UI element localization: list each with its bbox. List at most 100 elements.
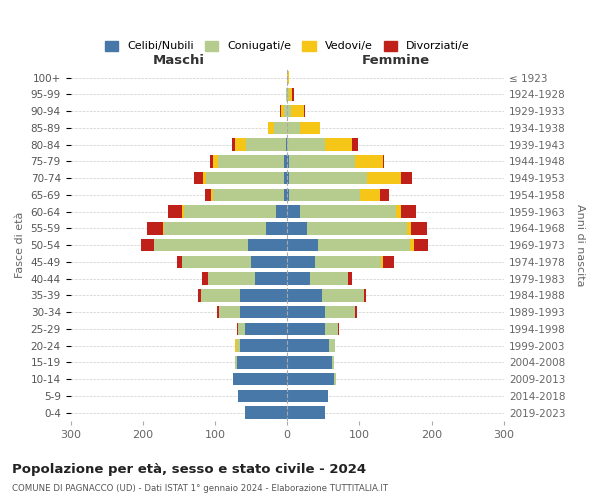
Bar <box>235 356 236 368</box>
Bar <box>289 188 360 201</box>
Bar <box>287 138 325 151</box>
Bar <box>287 340 329 352</box>
Bar <box>291 105 304 118</box>
Bar <box>310 272 348 285</box>
Bar <box>240 289 287 302</box>
Bar <box>289 88 292 101</box>
Legend: Celibi/Nubili, Coniugati/e, Vedovi/e, Divorziati/e: Celibi/Nubili, Coniugati/e, Vedovi/e, Di… <box>101 36 474 56</box>
Bar <box>245 322 287 335</box>
Bar <box>284 188 287 201</box>
Text: COMUNE DI PAGNACCO (UD) - Dati ISTAT 1° gennaio 2024 - Elaborazione TUTTITALIA.I: COMUNE DI PAGNACCO (UD) - Dati ISTAT 1° … <box>12 484 388 493</box>
Bar <box>206 172 284 184</box>
Bar <box>236 340 240 352</box>
Bar <box>300 206 395 218</box>
Text: Maschi: Maschi <box>153 54 205 67</box>
Bar <box>332 356 334 368</box>
Bar <box>238 322 245 335</box>
Bar <box>182 206 184 218</box>
Bar <box>236 322 238 335</box>
Bar <box>182 256 251 268</box>
Bar <box>199 289 200 302</box>
Bar <box>163 222 164 234</box>
Bar <box>168 206 182 218</box>
Bar <box>287 289 322 302</box>
Bar <box>289 155 355 168</box>
Bar <box>205 188 211 201</box>
Bar <box>203 172 206 184</box>
Bar <box>177 256 182 268</box>
Bar <box>287 72 289 84</box>
Bar <box>287 322 325 335</box>
Bar <box>287 155 289 168</box>
Bar <box>307 222 407 234</box>
Bar <box>325 138 352 151</box>
Bar <box>287 306 325 318</box>
Bar <box>248 239 287 252</box>
Bar <box>284 105 287 118</box>
Bar <box>238 390 287 402</box>
Bar <box>255 272 287 285</box>
Bar <box>287 122 300 134</box>
Bar <box>211 188 213 201</box>
Bar <box>286 88 287 101</box>
Bar <box>200 289 240 302</box>
Bar <box>287 172 289 184</box>
Bar <box>355 155 383 168</box>
Bar <box>235 138 246 151</box>
Bar <box>317 239 410 252</box>
Bar <box>268 122 274 134</box>
Bar <box>240 306 287 318</box>
Bar <box>266 222 287 234</box>
Bar <box>245 406 287 419</box>
Bar <box>287 239 317 252</box>
Bar <box>184 206 277 218</box>
Bar <box>289 172 367 184</box>
Bar <box>213 155 218 168</box>
Bar <box>236 356 287 368</box>
Bar <box>287 105 291 118</box>
Bar <box>395 206 401 218</box>
Bar <box>338 322 339 335</box>
Bar <box>287 88 289 101</box>
Bar <box>334 373 335 386</box>
Bar <box>360 188 380 201</box>
Text: Popolazione per età, sesso e stato civile - 2024: Popolazione per età, sesso e stato civil… <box>12 462 366 475</box>
Bar <box>348 272 352 285</box>
Bar <box>380 188 389 201</box>
Bar <box>300 122 320 134</box>
Bar <box>381 256 383 268</box>
Bar <box>410 239 413 252</box>
Bar <box>367 172 401 184</box>
Bar <box>213 188 284 201</box>
Bar <box>218 155 284 168</box>
Bar <box>218 306 240 318</box>
Bar <box>210 155 213 168</box>
Bar <box>194 172 203 184</box>
Bar <box>280 105 281 118</box>
Bar <box>287 356 332 368</box>
Bar <box>401 206 416 218</box>
Bar <box>287 206 300 218</box>
Bar <box>277 206 287 218</box>
Bar <box>232 138 235 151</box>
Bar <box>287 272 310 285</box>
Bar <box>287 256 314 268</box>
Bar <box>352 138 358 151</box>
Bar <box>287 390 328 402</box>
Bar <box>407 222 411 234</box>
Bar <box>202 272 208 285</box>
Bar <box>325 306 355 318</box>
Bar <box>287 222 307 234</box>
Bar <box>251 256 287 268</box>
Bar <box>246 138 286 151</box>
Bar <box>286 138 287 151</box>
Bar <box>304 105 305 118</box>
Bar <box>281 105 284 118</box>
Bar <box>233 373 287 386</box>
Bar <box>364 289 366 302</box>
Bar <box>329 340 335 352</box>
Bar <box>411 222 427 234</box>
Bar <box>287 406 325 419</box>
Bar <box>401 172 412 184</box>
Bar <box>240 340 287 352</box>
